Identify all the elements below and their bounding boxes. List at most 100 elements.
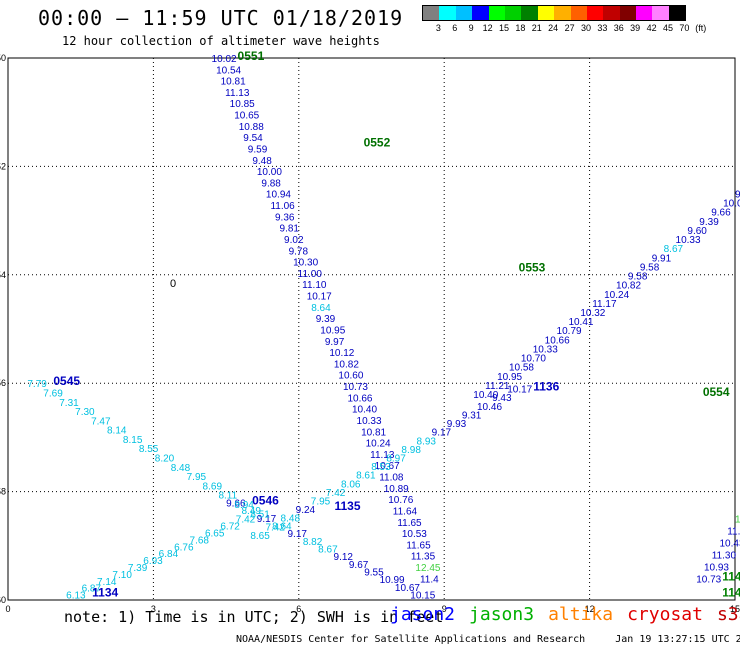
color-scale-label: 33 <box>597 23 608 33</box>
color-swatch <box>586 6 604 20</box>
color-swatch <box>455 6 473 20</box>
color-swatch <box>603 6 620 20</box>
satellite-legend-item: cryosat <box>627 604 703 625</box>
color-swatch <box>619 6 637 20</box>
wave-height-label: 8.49 <box>241 506 261 517</box>
wave-height-label: 11.35 <box>411 552 436 563</box>
units-note: note: 1) Time is in UTC; 2) SWH is in fe… <box>64 608 444 626</box>
color-scale-label: 36 <box>613 23 624 33</box>
wave-height-label: 9.58 <box>628 272 648 283</box>
pass-time-label: 0554 <box>703 385 730 399</box>
pass-time-label: 1134 <box>92 586 118 600</box>
wave-height-label: 8.11 <box>218 491 237 502</box>
x-tick-label: 9 <box>442 604 447 614</box>
wave-height-label: 9.60 <box>687 226 707 237</box>
wave-height-label: 6.65 <box>205 528 225 539</box>
page-subtitle: 12 hour collection of altimeter wave hei… <box>62 34 380 48</box>
wave-height-label: 9.93 <box>447 419 467 430</box>
wave-height-label: 9.91 <box>652 253 672 264</box>
color-scale-label: 9 <box>468 23 474 33</box>
pass-time-label: 1136 <box>533 380 559 394</box>
wave-height-label: 8.97 <box>386 453 406 464</box>
color-scale-label: 18 <box>515 23 526 33</box>
wave-height-label: 8.55 <box>139 444 159 455</box>
wave-height-label: 7.31 <box>59 398 79 409</box>
wave-height-label: 10.82 <box>616 281 641 292</box>
color-swatch <box>554 6 571 20</box>
wave-height-label: 9.81 <box>280 224 300 235</box>
wave-height-label: 10.93 <box>704 562 729 573</box>
wave-height-label: 8.48 <box>281 514 301 525</box>
wave-height-label: 11.30 <box>712 550 737 561</box>
wave-height-label: 12.0 <box>735 515 740 526</box>
color-scale-labels: 3 6 9 12 15 18 21 24 27 30 33 36 39 42 45 70 (ft) <box>422 23 732 35</box>
y-tick-label: -58 <box>0 487 6 497</box>
color-scale: 3 6 9 12 15 18 21 24 27 30 33 36 39 42 45 70 (ft) <box>422 5 706 33</box>
wave-height-label: 10.81 <box>221 77 246 88</box>
wave-height-label: 8.61 <box>356 471 376 482</box>
wave-height-label: 11.00 <box>298 269 323 280</box>
color-scale-label: 15 <box>498 23 510 33</box>
wave-height-label: 6.93 <box>143 556 163 567</box>
wave-height-label: 6.72 <box>220 522 240 533</box>
wave-height-label: 10.99 <box>380 575 405 586</box>
y-tick-label: -56 <box>0 378 6 388</box>
wave-height-label: 10.67 <box>395 583 420 594</box>
y-tick-label: -52 <box>0 161 6 171</box>
wave-height-label: 10.33 <box>533 344 558 355</box>
wave-height-label: 10.07 <box>723 199 740 210</box>
wave-height-label: 7.69 <box>43 388 63 399</box>
footer-timestamp: Jan 19 13:27:15 UTC 2019 <box>615 634 740 645</box>
wave-height-label: 8.64 <box>311 303 331 314</box>
wave-height-label: 9.02 <box>284 235 304 246</box>
color-swatch <box>439 6 456 20</box>
wave-height-label: 10.66 <box>545 335 570 346</box>
color-swatch <box>504 6 522 20</box>
color-scale-label: 6 <box>452 23 458 33</box>
color-scale-label: (ft) <box>695 23 707 33</box>
wave-height-label: 10.73 <box>696 574 721 585</box>
map-axes: 0 3 6 9 12 15 -50 -52 -54 -56 -58 -60 <box>0 53 740 614</box>
wave-height-label: 10.82 <box>334 359 359 370</box>
wave-height-label: 9.43 <box>492 393 512 404</box>
wave-height-label: 10.67 <box>375 461 400 472</box>
wave-height-label: 8.93 <box>417 436 437 447</box>
wave-height-label: 10.02 <box>212 54 237 65</box>
wave-height-label: 8.69 <box>203 481 223 492</box>
wave-height-label: 11.4 <box>420 574 439 585</box>
wave-height-label: 8.67 <box>318 545 338 556</box>
wave-height-label: 10.00 <box>257 167 282 178</box>
x-tick-label: 6 <box>296 604 301 614</box>
wave-height-label: 10.15 <box>410 591 435 602</box>
wave-height-label: 11.65 <box>397 518 422 529</box>
color-swatch <box>652 6 669 20</box>
wave-height-label: 7.14 <box>97 577 117 588</box>
wave-height-label: 10.79 <box>557 326 582 337</box>
wave-height-label: 8.53 <box>371 462 391 473</box>
pass-time-label: 1135 <box>334 499 360 513</box>
wave-height-label: 8.15 <box>123 435 143 446</box>
wave-height-label: 9.12 <box>334 552 354 563</box>
wave-height-label: 6.13 <box>66 591 86 602</box>
x-tick-label: 12 <box>585 604 595 614</box>
x-tick-label: 3 <box>151 604 156 614</box>
wave-height-label: 8.06 <box>341 479 361 490</box>
wave-height-label: 8.94 <box>234 500 254 511</box>
color-scale-label: 45 <box>662 23 674 33</box>
pass-time-label: 1144 <box>722 586 740 600</box>
footer-credit: NOAA/NESDIS Center for Satellite Applica… <box>236 634 586 645</box>
map-frame <box>7 57 736 601</box>
wave-height-label: 9.97 <box>325 337 345 348</box>
y-tick-label: -54 <box>0 270 6 280</box>
pass-time-label: 1145 <box>722 569 740 583</box>
wave-height-label: 10.95 <box>497 372 522 383</box>
wave-height-label: 11.42 <box>727 527 740 538</box>
wave-height-label: 10.33 <box>357 416 382 427</box>
wave-height-label: 10.94 <box>266 190 291 201</box>
wave-height-label: 9.66 <box>711 208 731 219</box>
wave-height-label: 9 <box>735 190 740 201</box>
wave-height-label: 7.79 <box>27 379 47 390</box>
wave-height-label: 10.53 <box>402 529 427 540</box>
wave-height-label: 9.58 <box>640 262 660 273</box>
wave-height-label: 10.43 <box>719 539 740 550</box>
